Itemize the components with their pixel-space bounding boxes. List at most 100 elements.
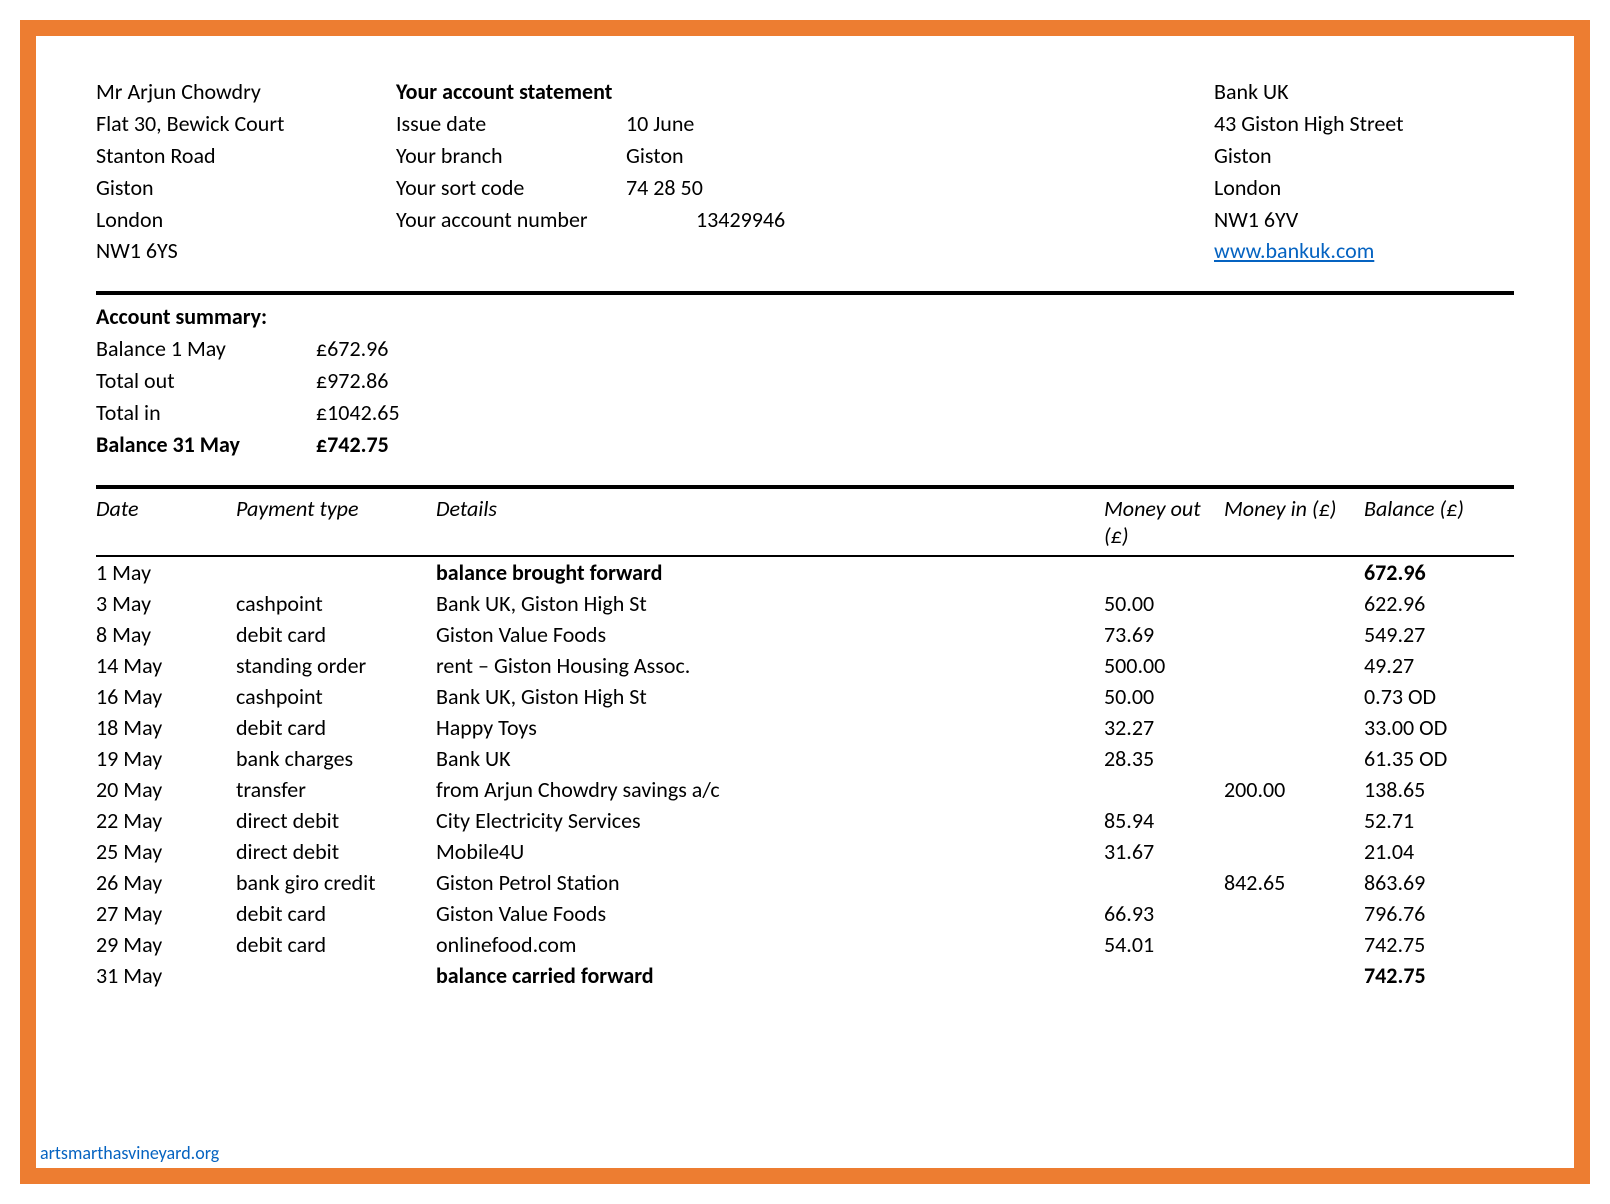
tx-balance: 742.75	[1364, 929, 1514, 960]
summary-row: Total in£1042.65	[96, 397, 1514, 429]
tx-money-in	[1224, 557, 1364, 588]
table-row: 29 Maydebit cardonlinefood.com54.01742.7…	[96, 929, 1514, 960]
tx-money-out: 73.69	[1104, 619, 1224, 650]
summary-value: £972.86	[316, 365, 388, 397]
tx-money-in	[1224, 712, 1364, 743]
summary-value: £1042.65	[316, 397, 400, 429]
tx-money-out: 50.00	[1104, 681, 1224, 712]
table-row: 22 Maydirect debitCity Electricity Servi…	[96, 805, 1514, 836]
table-row: 19 Maybank chargesBank UK28.3561.35 OD	[96, 743, 1514, 774]
tx-money-out	[1104, 867, 1224, 898]
summary-row: Balance 1 May£672.96	[96, 333, 1514, 365]
tx-details: Bank UK	[436, 743, 1104, 774]
col-details: Details	[436, 489, 1104, 555]
bank-address-line: 43 Giston High Street	[1214, 108, 1514, 140]
tx-money-out: 85.94	[1104, 805, 1224, 836]
bank-website-link[interactable]: www.bankuk.com	[1214, 237, 1374, 264]
table-row: 26 Maybank giro creditGiston Petrol Stat…	[96, 867, 1514, 898]
tx-balance: 863.69	[1364, 867, 1514, 898]
bank-address-line: Bank UK	[1214, 76, 1514, 108]
tx-balance: 796.76	[1364, 898, 1514, 929]
tx-money-in	[1224, 929, 1364, 960]
tx-money-in	[1224, 898, 1364, 929]
tx-money-in	[1224, 650, 1364, 681]
tx-date: 31 May	[96, 960, 236, 991]
col-ptype: Payment type	[236, 489, 436, 555]
customer-address-block: Mr Arjun Chowdry Flat 30, Bewick Court S…	[96, 76, 396, 267]
tx-payment-type	[236, 557, 436, 588]
table-row: 8 Maydebit cardGiston Value Foods73.6954…	[96, 619, 1514, 650]
tx-money-out: 50.00	[1104, 588, 1224, 619]
tx-money-out: 32.27	[1104, 712, 1224, 743]
address-line: Stanton Road	[96, 140, 396, 172]
tx-details: Bank UK, Giston High St	[436, 588, 1104, 619]
account-summary: Account summary: Balance 1 May£672.96Tot…	[96, 301, 1514, 460]
tx-money-out: 28.35	[1104, 743, 1224, 774]
tx-money-in	[1224, 743, 1364, 774]
tx-money-in	[1224, 588, 1364, 619]
tx-payment-type: cashpoint	[236, 588, 436, 619]
branch-label: Your branch	[396, 140, 626, 172]
tx-date: 20 May	[96, 774, 236, 805]
tx-balance: 138.65	[1364, 774, 1514, 805]
tx-money-in	[1224, 836, 1364, 867]
tx-money-out: 54.01	[1104, 929, 1224, 960]
header: Mr Arjun Chowdry Flat 30, Bewick Court S…	[96, 76, 1514, 267]
tx-details: Mobile4U	[436, 836, 1104, 867]
statement-title: Your account statement	[396, 76, 1214, 108]
tx-date: 1 May	[96, 557, 236, 588]
table-row: 14 Maystanding orderrent – Giston Housin…	[96, 650, 1514, 681]
summary-value: £742.75	[316, 429, 389, 461]
tx-payment-type: debit card	[236, 712, 436, 743]
issue-date-label: Issue date	[396, 108, 626, 140]
tx-balance: 549.27	[1364, 619, 1514, 650]
address-line: London	[96, 204, 396, 236]
table-row: 3 MaycashpointBank UK, Giston High St50.…	[96, 588, 1514, 619]
tx-details: balance brought forward	[436, 557, 1104, 588]
bank-address-line: London	[1214, 172, 1514, 204]
tx-payment-type: standing order	[236, 650, 436, 681]
tx-payment-type: bank charges	[236, 743, 436, 774]
tx-money-out: 31.67	[1104, 836, 1224, 867]
tx-money-out	[1104, 557, 1224, 588]
summary-label: Balance 31 May	[96, 429, 316, 461]
tx-money-in	[1224, 805, 1364, 836]
table-header-row: Date Payment type Details Money out (£) …	[96, 489, 1514, 555]
summary-label: Balance 1 May	[96, 333, 316, 365]
tx-date: 27 May	[96, 898, 236, 929]
sort-code-label: Your sort code	[396, 172, 626, 204]
tx-balance: 672.96	[1364, 557, 1514, 588]
tx-payment-type: debit card	[236, 898, 436, 929]
tx-date: 14 May	[96, 650, 236, 681]
sort-code-row: Your sort code 74 28 50	[396, 172, 1214, 204]
tx-details: Bank UK, Giston High St	[436, 681, 1104, 712]
table-row: 25 Maydirect debitMobile4U31.6721.04	[96, 836, 1514, 867]
address-line: NW1 6YS	[96, 235, 396, 267]
tx-date: 3 May	[96, 588, 236, 619]
branch-value: Giston	[626, 140, 684, 172]
tx-payment-type: direct debit	[236, 805, 436, 836]
tx-details: Giston Value Foods	[436, 619, 1104, 650]
tx-date: 26 May	[96, 867, 236, 898]
col-bal: Balance (£)	[1364, 489, 1514, 555]
tx-balance: 33.00 OD	[1364, 712, 1514, 743]
branch-row: Your branch Giston	[396, 140, 1214, 172]
tx-payment-type: direct debit	[236, 836, 436, 867]
tx-details: Giston Petrol Station	[436, 867, 1104, 898]
summary-label: Total out	[96, 365, 316, 397]
tx-date: 8 May	[96, 619, 236, 650]
account-number-label: Your account number	[396, 204, 696, 236]
tx-date: 29 May	[96, 929, 236, 960]
tx-payment-type: cashpoint	[236, 681, 436, 712]
table-row: 20 Maytransferfrom Arjun Chowdry savings…	[96, 774, 1514, 805]
tx-details: onlinefood.com	[436, 929, 1104, 960]
tx-balance: 21.04	[1364, 836, 1514, 867]
statement-page: Mr Arjun Chowdry Flat 30, Bewick Court S…	[20, 20, 1590, 1184]
tx-money-in	[1224, 619, 1364, 650]
summary-row: Total out£972.86	[96, 365, 1514, 397]
tx-date: 16 May	[96, 681, 236, 712]
summary-title: Account summary:	[96, 301, 1514, 333]
tx-money-in: 200.00	[1224, 774, 1364, 805]
table-row: 16 MaycashpointBank UK, Giston High St50…	[96, 681, 1514, 712]
summary-row: Balance 31 May£742.75	[96, 429, 1514, 461]
